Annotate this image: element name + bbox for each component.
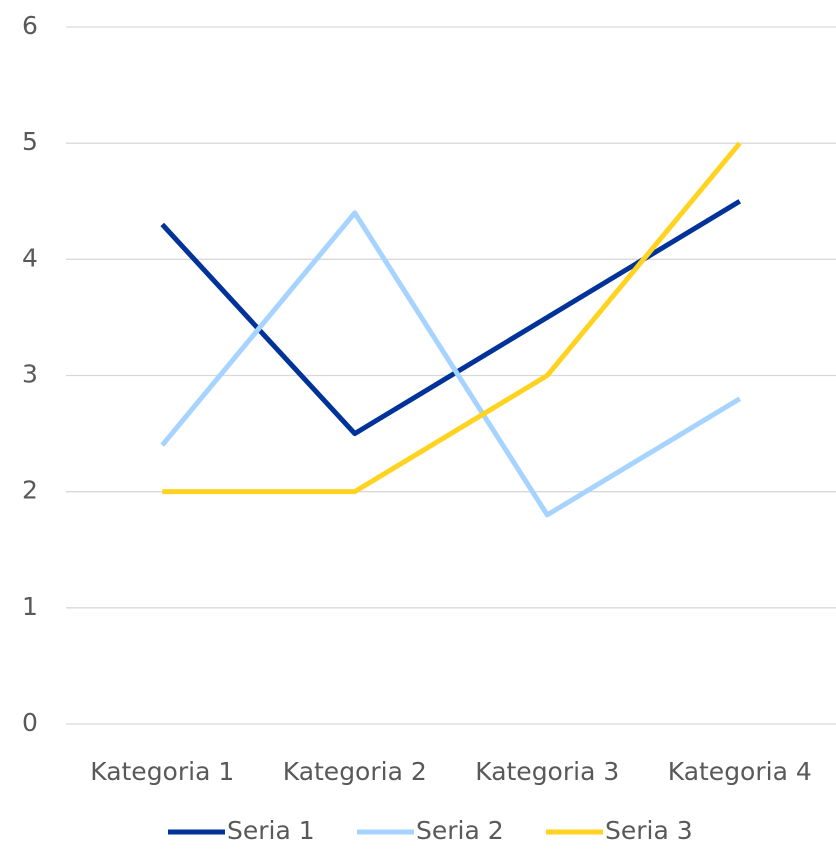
x-tick-label: Kategoria 2 xyxy=(283,757,427,786)
series-line xyxy=(160,199,742,437)
y-tick-label: 2 xyxy=(22,476,38,505)
legend-label: Seria 1 xyxy=(227,816,315,845)
series-line xyxy=(160,210,742,518)
y-tick-label: 3 xyxy=(22,360,38,389)
series-line xyxy=(162,141,742,495)
y-tick-label: 5 xyxy=(22,127,38,156)
x-tick-label: Kategoria 4 xyxy=(668,757,812,786)
legend-label: Seria 2 xyxy=(416,816,504,845)
y-tick-label: 4 xyxy=(22,243,38,272)
y-tick-label: 1 xyxy=(22,592,38,621)
x-tick-label: Kategoria 1 xyxy=(90,757,234,786)
y-tick-label: 6 xyxy=(22,11,38,40)
y-tick-label: 0 xyxy=(22,708,38,737)
x-tick-label: Kategoria 3 xyxy=(475,757,619,786)
legend-label: Seria 3 xyxy=(605,816,693,845)
